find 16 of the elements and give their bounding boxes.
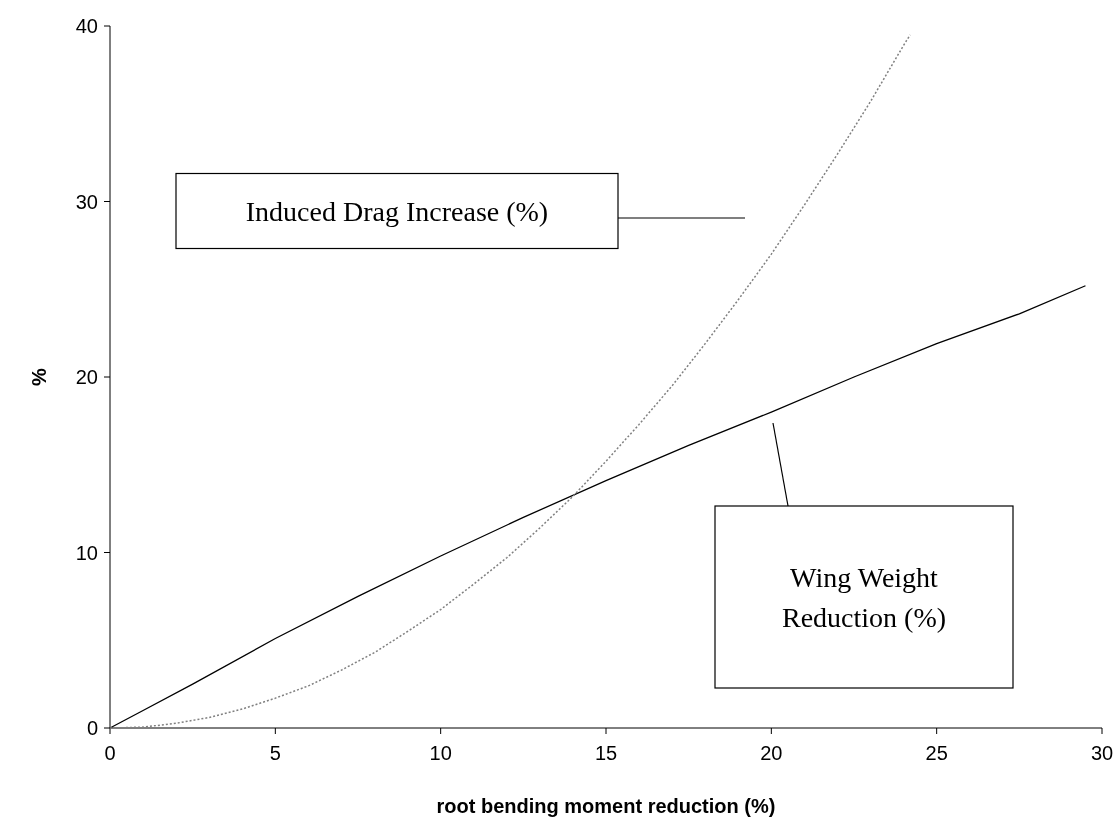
y-tick-label: 0 — [86, 717, 98, 739]
x-tick-label: 15 — [594, 742, 618, 764]
annotation: Induced Drag Increase (%) — [245, 196, 549, 227]
x-tick-label: 0 — [104, 742, 116, 764]
x-tick-label: 5 — [269, 742, 281, 764]
y-tick-label: 10 — [75, 541, 98, 564]
annotation: Wing Weight Reduction (%) — [781, 562, 947, 633]
y-tick-label: 40 — [75, 15, 98, 37]
x-tick-label: 30 — [1090, 742, 1113, 764]
x-axis-title: root bending moment reduction (%) — [436, 795, 776, 817]
x-tick-label: 10 — [429, 742, 452, 764]
x-tick-label: 20 — [760, 742, 783, 764]
y-axis-title: % — [28, 367, 50, 386]
y-tick-label: 30 — [75, 190, 98, 213]
x-tick-label: 25 — [925, 742, 948, 764]
y-tick-label: 20 — [75, 366, 98, 388]
